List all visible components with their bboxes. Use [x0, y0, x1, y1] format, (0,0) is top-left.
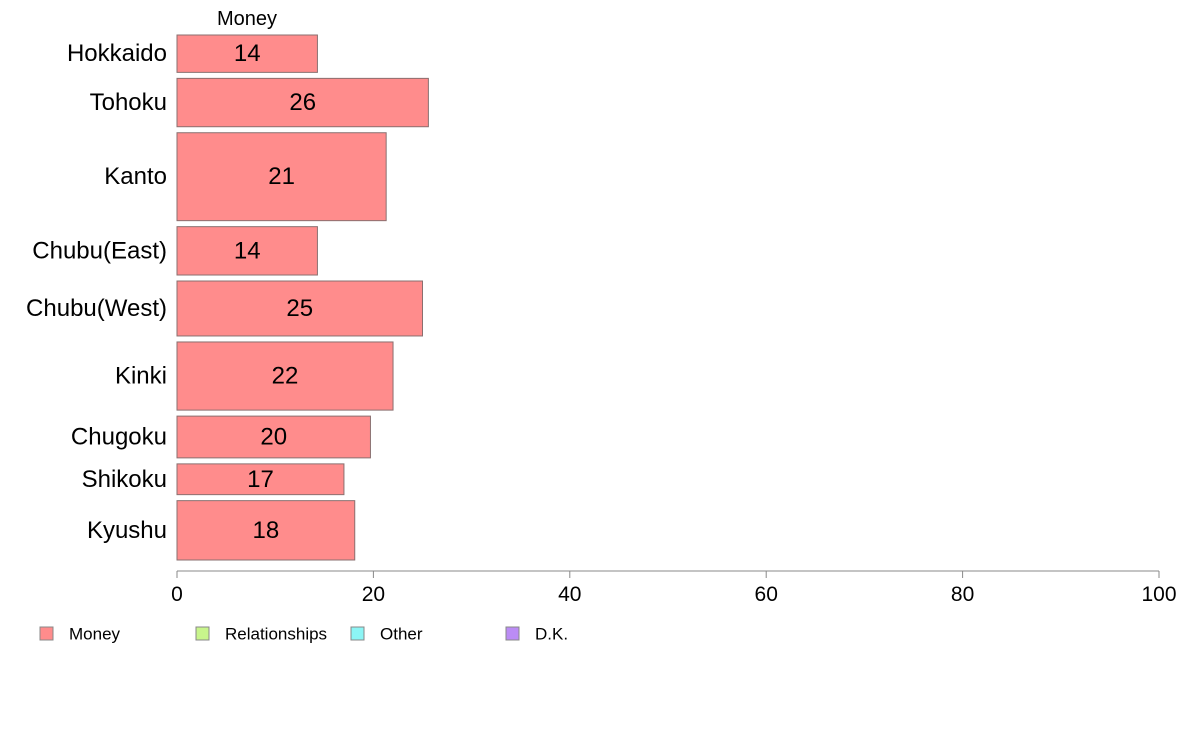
legend-label-money: Money [69, 625, 121, 644]
x-tick-label-40: 40 [558, 583, 581, 606]
bar-money-kinki [176, 341, 394, 411]
bar-money-chugoku [176, 415, 371, 459]
category-label-hokkaido: Hokkaido [67, 40, 167, 67]
bar-money-kanto [176, 132, 387, 222]
bar-row-hokkaido: Hokkaido 14 [67, 34, 318, 73]
bar-money-chubu-west [176, 280, 423, 337]
category-label-kinki: Kinki [115, 363, 167, 390]
bar-row-tohoku: Tohoku 26 [90, 77, 429, 128]
legend: Money Relationships Other D.K. [39, 625, 568, 644]
category-label-chugoku: Chugoku [71, 423, 167, 450]
bar-money-hokkaido [176, 34, 318, 73]
bar-row-chubu-west: Chubu(West) 25 [26, 280, 423, 337]
category-label-tohoku: Tohoku [90, 89, 167, 116]
column-header: Money [217, 8, 277, 30]
bar-money-chubu-east [176, 226, 318, 276]
data-label-money-tohoku: 26 [289, 89, 316, 116]
category-label-kanto: Kanto [104, 163, 167, 190]
data-label-money-chugoku: 20 [260, 423, 287, 450]
legend-item-money: Money [39, 625, 121, 644]
bar-row-chubu-east: Chubu(East) 14 [32, 226, 318, 276]
category-label-shikoku: Shikoku [82, 466, 167, 493]
data-label-money-kanto: 21 [268, 163, 295, 190]
legend-label-other: Other [380, 625, 423, 644]
x-tick-label-20: 20 [362, 583, 385, 606]
data-label-money-shikoku: 17 [247, 466, 274, 493]
bar-row-chugoku: Chugoku 20 [71, 415, 371, 459]
category-label-chubu-east: Chubu(East) [32, 237, 167, 264]
category-label-kyushu: Kyushu [87, 517, 167, 544]
bar-money-shikoku [176, 463, 345, 496]
bar-row-shikoku: Shikoku 17 [82, 463, 345, 496]
bar-money-tohoku [176, 77, 429, 128]
bar-row-kanto: Kanto 21 [104, 132, 387, 222]
column-header-group: Money [217, 8, 277, 30]
data-label-money-chubu-east: 14 [234, 237, 261, 264]
legend-item-d-k: D.K. [505, 625, 568, 644]
legend-item-relationships: Relationships [195, 625, 327, 644]
legend-item-other: Other [350, 625, 423, 644]
category-label-chubu-west: Chubu(West) [26, 295, 167, 322]
x-tick-label-60: 60 [755, 583, 778, 606]
data-label-money-kyushu: 18 [253, 517, 280, 544]
x-tick-label-80: 80 [951, 583, 974, 606]
x-axis: 0 20 40 60 80 100 [171, 570, 1177, 606]
legend-swatch-relationships [195, 626, 210, 641]
bar-row-kyushu: Kyushu 18 [87, 500, 356, 561]
x-tick-label-0: 0 [171, 583, 183, 606]
data-label-money-hokkaido: 14 [234, 40, 261, 67]
legend-label-d-k: D.K. [535, 625, 568, 644]
bar-row-kinki: Kinki 22 [115, 341, 394, 411]
bar-money-kyushu [176, 500, 356, 561]
data-label-money-kinki: 22 [272, 363, 299, 390]
x-tick-label-100: 100 [1141, 583, 1176, 606]
legend-swatch-other [350, 626, 365, 641]
data-label-money-chubu-west: 25 [286, 295, 313, 322]
legend-label-relationships: Relationships [225, 625, 327, 644]
legend-swatch-money [39, 626, 54, 641]
legend-swatch-d-k [505, 626, 520, 641]
